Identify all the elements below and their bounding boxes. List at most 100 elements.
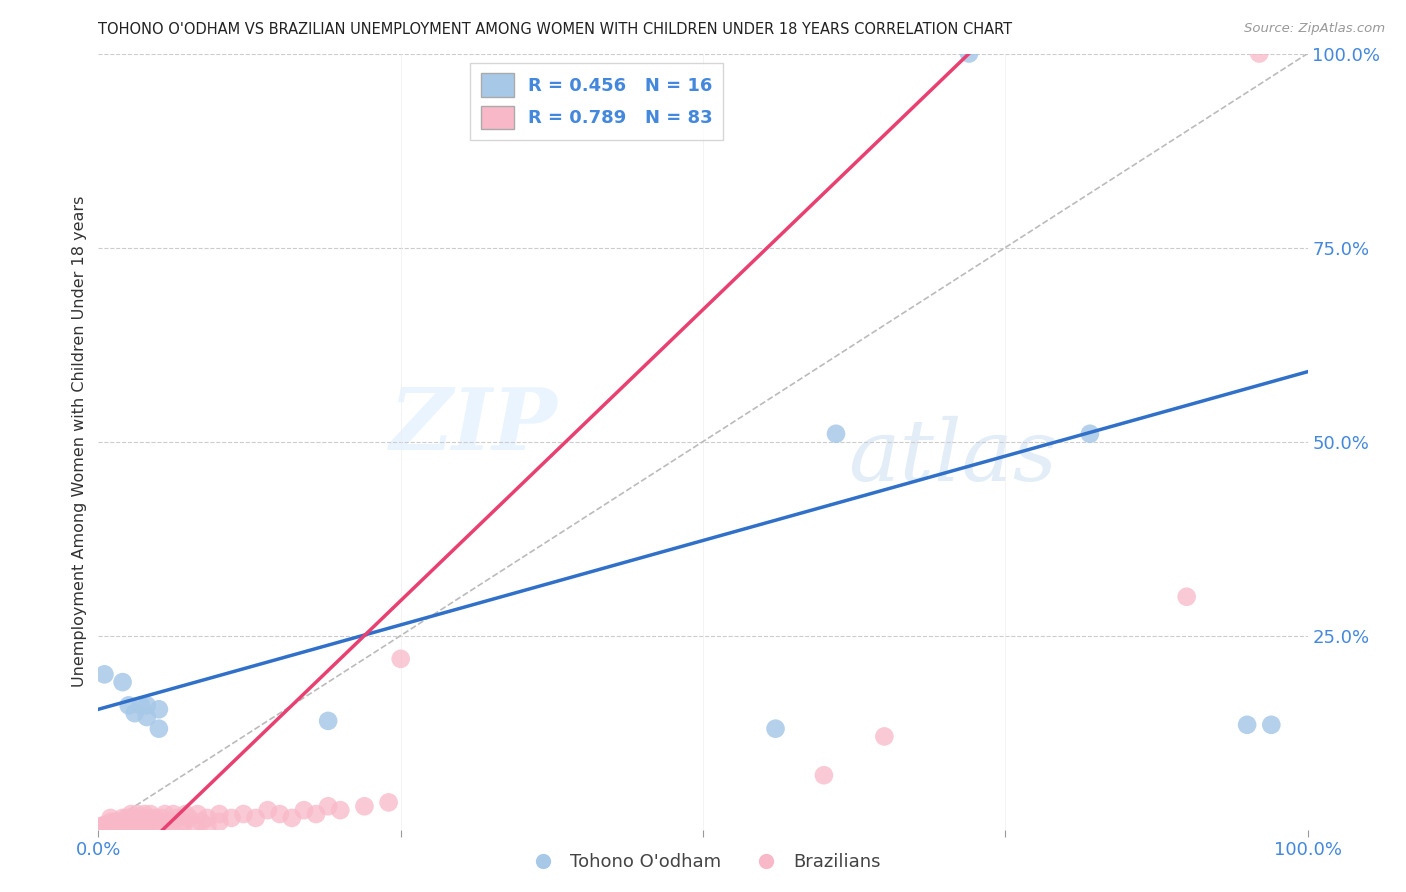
Text: Source: ZipAtlas.com: Source: ZipAtlas.com (1244, 22, 1385, 36)
Point (172, 814, 194, 829)
Point (162, 807, 184, 822)
Point (125, 811, 148, 825)
Point (104, 814, 127, 829)
Point (1249, 46, 1271, 61)
Text: atlas: atlas (848, 416, 1057, 499)
Point (101, 819, 124, 833)
Point (111, 811, 134, 825)
Point (184, 819, 207, 833)
Point (353, 799, 375, 814)
Point (873, 730, 896, 744)
Point (108, 819, 131, 833)
Point (160, 819, 183, 833)
Point (107, 819, 129, 833)
Point (93, 819, 115, 833)
Point (1260, 718, 1282, 732)
Point (256, 803, 278, 817)
Point (208, 814, 231, 829)
Point (166, 811, 188, 825)
Point (138, 811, 160, 825)
Point (208, 807, 231, 822)
Point (118, 698, 141, 713)
Point (195, 811, 218, 825)
Point (118, 811, 141, 825)
Point (160, 814, 183, 829)
Point (172, 819, 194, 833)
Point (105, 814, 128, 829)
Point (129, 698, 152, 713)
Point (97, 819, 120, 833)
Point (148, 722, 170, 736)
Point (316, 799, 339, 814)
Point (143, 811, 166, 825)
Point (174, 807, 197, 822)
Point (110, 814, 132, 829)
Point (91, 819, 114, 833)
Point (134, 807, 156, 822)
Point (124, 814, 146, 829)
Point (377, 796, 399, 810)
Point (281, 811, 304, 825)
Point (100, 814, 122, 829)
Point (96, 819, 118, 833)
Point (187, 807, 209, 822)
Point (128, 814, 150, 829)
Point (825, 426, 848, 441)
Point (135, 819, 157, 833)
Point (135, 710, 157, 724)
Legend: R = 0.456   N = 16, R = 0.789   N = 83: R = 0.456 N = 16, R = 0.789 N = 83 (470, 62, 724, 140)
Point (150, 811, 173, 825)
Point (115, 811, 138, 825)
Point (190, 814, 212, 829)
Point (94, 819, 117, 833)
Point (148, 702, 170, 716)
Point (127, 807, 149, 822)
Point (132, 811, 155, 825)
Point (120, 807, 142, 822)
Point (118, 819, 141, 833)
Point (957, 46, 980, 61)
Point (135, 814, 157, 829)
Point (245, 811, 267, 825)
Point (100, 819, 122, 833)
Y-axis label: Unemployment Among Women with Children Under 18 years: Unemployment Among Women with Children U… (72, 196, 87, 687)
Point (118, 814, 141, 829)
Point (269, 807, 291, 822)
Point (114, 814, 136, 829)
Point (232, 807, 254, 822)
Point (112, 819, 135, 833)
Point (129, 819, 152, 833)
Point (103, 819, 125, 833)
Point (305, 807, 328, 822)
Text: TOHONO O'ODHAM VS BRAZILIAN UNEMPLOYMENT AMONG WOMEN WITH CHILDREN UNDER 18 YEAR: TOHONO O'ODHAM VS BRAZILIAN UNEMPLOYMENT… (98, 22, 1012, 37)
Point (127, 819, 149, 833)
Point (131, 814, 153, 829)
Point (93, 667, 115, 681)
Point (148, 819, 170, 833)
Point (100, 811, 122, 825)
Point (105, 819, 128, 833)
Point (98, 819, 121, 833)
Text: ZIP: ZIP (389, 384, 558, 467)
Point (108, 814, 131, 829)
Point (1078, 426, 1101, 441)
Point (292, 803, 315, 817)
Point (195, 819, 218, 833)
Point (1236, 718, 1258, 732)
Point (221, 811, 243, 825)
Point (111, 819, 134, 833)
Point (765, 722, 787, 736)
Legend: Tohono O'odham, Brazilians: Tohono O'odham, Brazilians (517, 847, 889, 879)
Point (139, 807, 162, 822)
Point (124, 819, 146, 833)
Point (111, 675, 134, 690)
Point (111, 814, 134, 829)
Point (121, 819, 143, 833)
Point (179, 811, 201, 825)
Point (124, 706, 146, 721)
Point (1175, 590, 1198, 604)
Point (389, 652, 412, 666)
Point (316, 714, 339, 728)
Point (148, 814, 170, 829)
Point (153, 807, 176, 822)
